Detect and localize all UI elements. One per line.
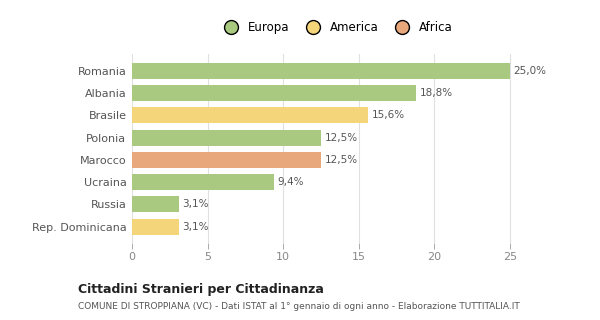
Bar	[132, 63, 510, 79]
Bar	[132, 174, 274, 190]
Text: 3,1%: 3,1%	[182, 222, 209, 232]
Text: 12,5%: 12,5%	[325, 133, 358, 143]
Bar	[132, 196, 179, 212]
Bar	[132, 130, 321, 146]
Legend: Europa, America, Africa: Europa, America, Africa	[217, 19, 455, 36]
Bar	[132, 219, 179, 235]
Bar	[132, 152, 321, 168]
Text: 25,0%: 25,0%	[514, 66, 547, 76]
Text: 18,8%: 18,8%	[420, 88, 453, 98]
Bar	[132, 85, 416, 101]
Text: 9,4%: 9,4%	[278, 177, 304, 187]
Text: 12,5%: 12,5%	[325, 155, 358, 165]
Text: Cittadini Stranieri per Cittadinanza: Cittadini Stranieri per Cittadinanza	[78, 283, 324, 296]
Text: COMUNE DI STROPPIANA (VC) - Dati ISTAT al 1° gennaio di ogni anno - Elaborazione: COMUNE DI STROPPIANA (VC) - Dati ISTAT a…	[78, 302, 520, 311]
Text: 3,1%: 3,1%	[182, 199, 209, 209]
Text: 15,6%: 15,6%	[371, 110, 404, 120]
Bar	[132, 108, 368, 124]
